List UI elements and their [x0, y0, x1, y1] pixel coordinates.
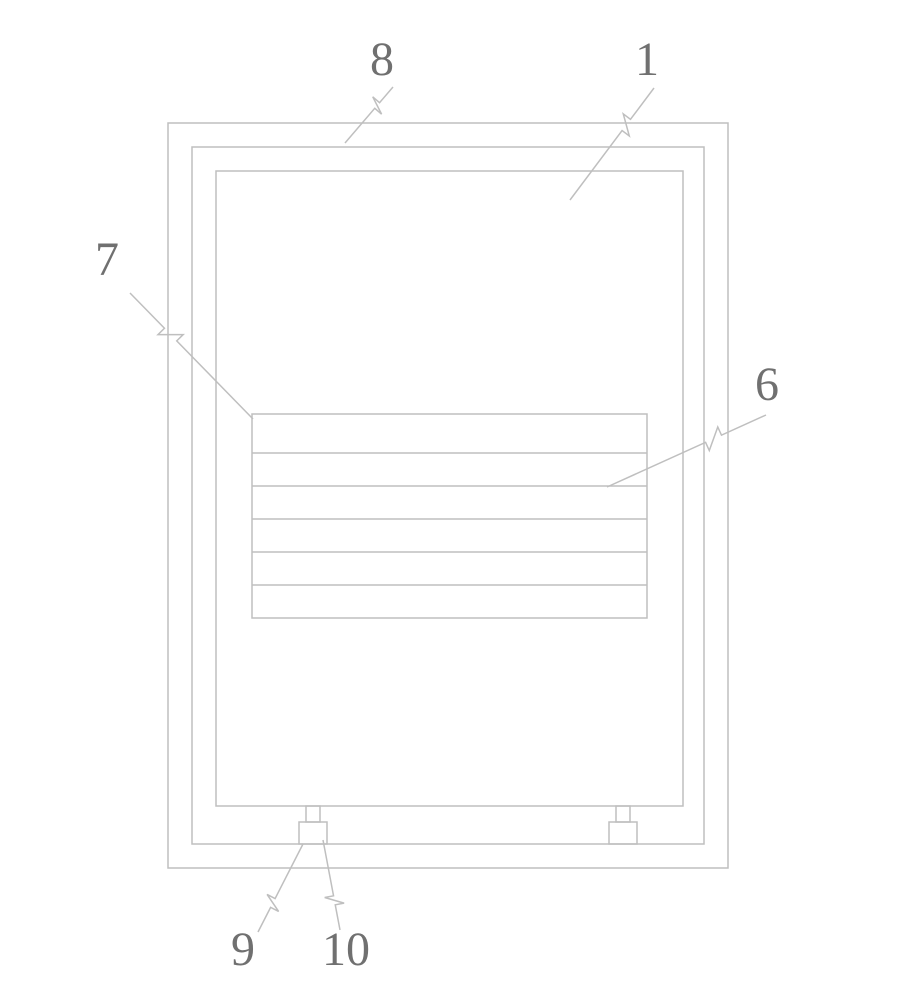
- vent-frame: [252, 414, 647, 618]
- inner-frame: [192, 147, 704, 844]
- callout-7: 7: [95, 233, 119, 286]
- leader-8: [345, 87, 393, 143]
- callout-9: 9: [231, 923, 255, 976]
- leader-6: [607, 415, 766, 487]
- hinge-pin: [306, 806, 320, 822]
- callout-10: 10: [322, 923, 370, 976]
- callout-1: 1: [635, 33, 659, 86]
- callout-6: 6: [755, 358, 779, 411]
- callout-8: 8: [370, 33, 394, 86]
- hinge-pin: [616, 806, 630, 822]
- leader-9: [258, 844, 303, 932]
- hinge-base: [609, 822, 637, 844]
- door-panel: [216, 171, 683, 806]
- leader-1: [570, 88, 654, 200]
- leader-10: [323, 840, 344, 930]
